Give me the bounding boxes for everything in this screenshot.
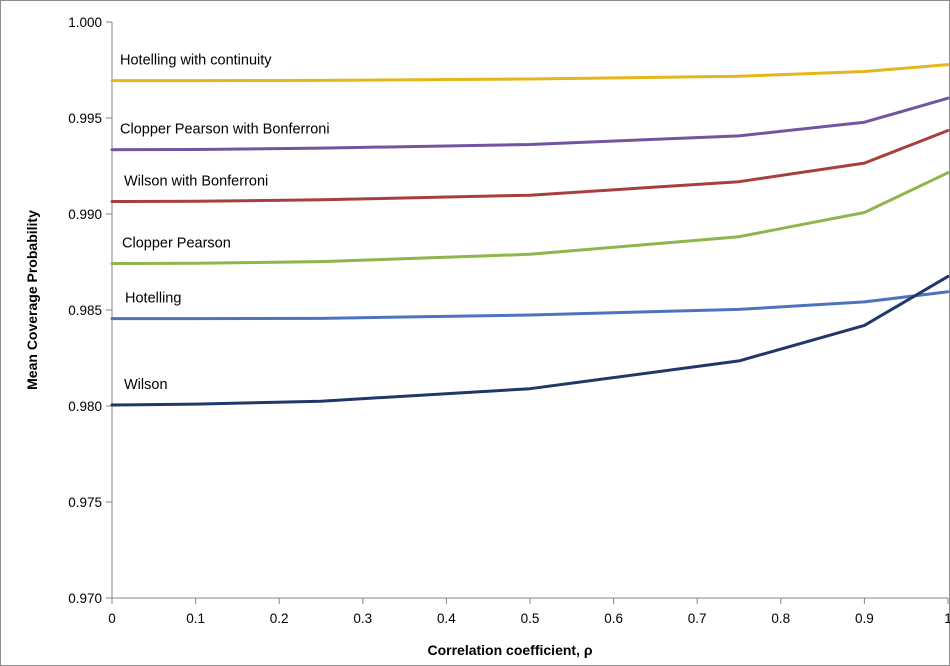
y-tick-label: 0.985 [68,303,102,318]
series-lines [110,63,950,407]
series-labels: Hotelling with continuity Clopper Pearson… [120,53,330,393]
series-line-wilson [110,274,950,407]
x-tick-label: 0.1 [186,611,205,626]
series-label-wilson: Wilson [124,377,168,393]
y-tick-label: 0.970 [68,591,102,606]
x-tick-label: 0.9 [855,611,874,626]
x-tick-label: 0.4 [437,611,456,626]
y-tick-label: 0.995 [68,111,102,126]
series-line-hotelling-with-continuity [110,63,950,83]
series-line-wilson-with-bonferroni [110,129,950,203]
series-label-clopper-pearson: Clopper Pearson [122,236,231,252]
y-tick-label: 0.975 [68,495,102,510]
y-tick-label: 1.000 [68,15,102,30]
x-tick-label: 0.3 [353,611,372,626]
y-tick-label: 0.980 [68,399,102,414]
x-tick-label: 0.8 [771,611,790,626]
x-tick-label: 0 [108,611,116,626]
series-label-clopper-pearson-with-bonferroni: Clopper Pearson with Bonferroni [120,122,330,138]
series-label-hotelling: Hotelling [125,291,181,307]
y-axis-title: Mean Coverage Probability [24,210,40,390]
axes: 0.970 0.975 0.980 0.985 0.990 0.995 1.000 0 0.1 0… [68,15,950,626]
x-axis-title: Correlation coefficient, ρ [427,642,592,658]
series-line-clopper-pearson-with-bonferroni [110,96,950,152]
x-tick-label: 1 [944,611,950,626]
series-line-clopper-pearson [110,171,950,265]
series-line-hotelling [110,290,950,321]
x-tick-label: 0.6 [604,611,623,626]
series-label-hotelling-with-continuity: Hotelling with continuity [120,53,272,69]
series-label-wilson-with-bonferroni: Wilson with Bonferroni [124,174,268,190]
x-tick-label: 0.5 [521,611,540,626]
x-tick-label: 0.2 [270,611,289,626]
y-tick-label: 0.990 [68,207,102,222]
x-tick-label: 0.7 [688,611,707,626]
